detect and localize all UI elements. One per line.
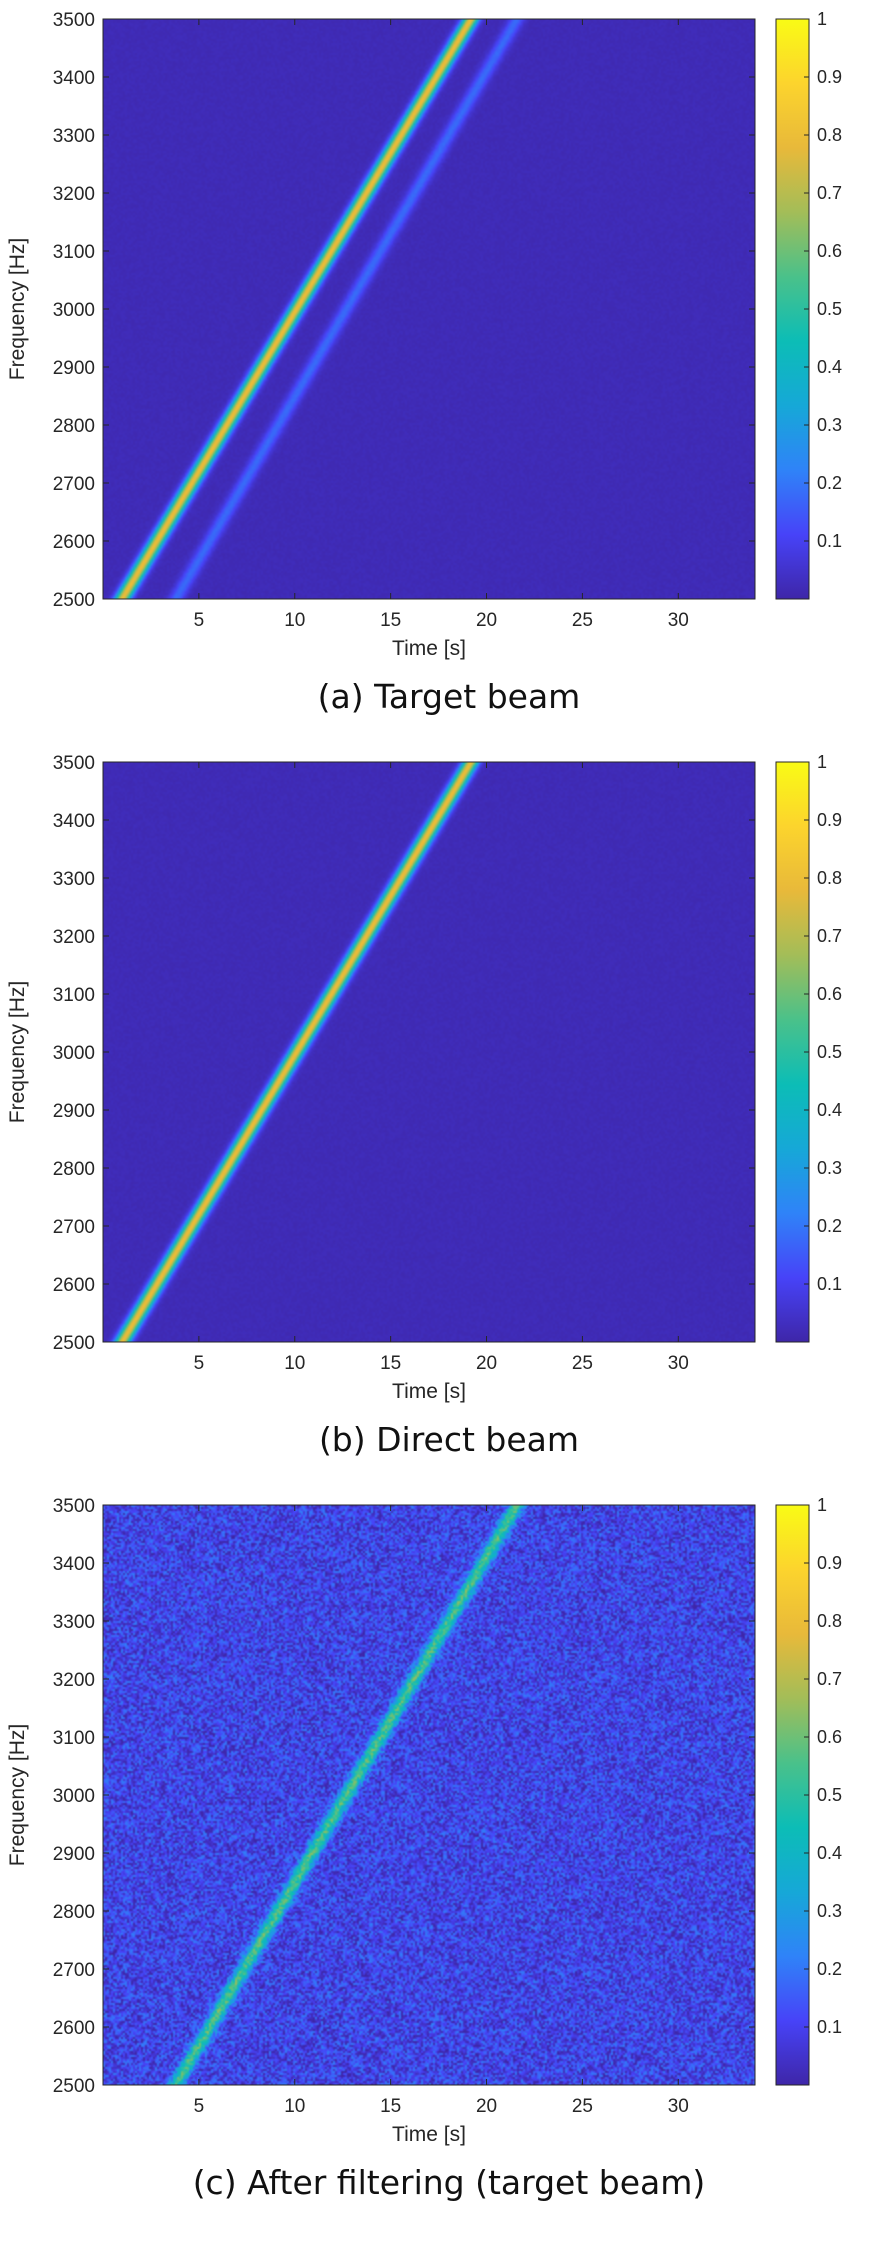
colorbar-tick-label: 0.5 [817, 1785, 842, 1805]
colorbar-tick-label: 0.3 [817, 1901, 842, 1921]
colorbar-tick-label: 0.6 [817, 241, 842, 261]
colorbar-tick-label: 0.1 [817, 1274, 842, 1294]
colorbar-tick-label: 0.7 [817, 1669, 842, 1689]
heatmap-image [103, 19, 755, 599]
colorbar-tick-label: 0.9 [817, 810, 842, 830]
panel-caption: (a) Target beam [318, 677, 581, 716]
x-tick-label: 10 [284, 2096, 305, 2117]
x-tick-label: 5 [194, 610, 205, 631]
x-tick-label: 5 [194, 2096, 205, 2117]
colorbar-tick-label: 1 [817, 752, 827, 772]
chart-panel-b: 5 10 15 20 25 30 2500 2600 2700 2800 2900 3000 3100 3… [6, 752, 842, 1459]
y-tick-label: 2700 [53, 474, 95, 495]
colorbar-tick-label: 1 [817, 9, 827, 29]
x-tick-label: 15 [380, 610, 401, 631]
y-tick-label: 3100 [53, 242, 95, 263]
x-tick-label: 25 [572, 610, 593, 631]
y-tick-label: 3500 [53, 10, 95, 31]
colorbar-tick-label: 0.4 [817, 357, 842, 377]
colorbar-tick-label: 0.2 [817, 1959, 842, 1979]
y-tick-label: 2800 [53, 1902, 95, 1923]
y-tick-label: 3200 [53, 927, 95, 948]
y-tick-label: 2500 [53, 2076, 95, 2097]
colorbar-tick-label: 0.1 [817, 2017, 842, 2037]
y-tick-label: 3300 [53, 869, 95, 890]
y-tick-label: 3200 [53, 1670, 95, 1691]
colorbar-tick-label: 0.9 [817, 1553, 842, 1573]
x-tick-label: 15 [380, 2096, 401, 2117]
y-tick-label: 2900 [53, 1101, 95, 1122]
y-tick-label: 3000 [53, 300, 95, 321]
y-tick-label: 3400 [53, 1554, 95, 1575]
colorbar-tick-label: 0.5 [817, 1042, 842, 1062]
x-tick-label: 10 [284, 610, 305, 631]
x-tick-label: 15 [380, 1353, 401, 1374]
colorbar-tick-label: 0.6 [817, 1727, 842, 1747]
y-axis-title: Frequency [Hz] [6, 1724, 29, 1866]
y-tick-label: 3100 [53, 1728, 95, 1749]
panel-caption: (c) After filtering (target beam) [193, 2163, 706, 2202]
x-tick-label: 20 [476, 2096, 497, 2117]
y-tick-label: 2700 [53, 1960, 95, 1981]
colorbar [775, 761, 810, 1343]
y-tick-label: 2900 [53, 1844, 95, 1865]
x-axis-title: Time [s] [392, 2123, 466, 2146]
x-tick-label: 20 [476, 610, 497, 631]
y-tick-label: 3300 [53, 1612, 95, 1633]
y-tick-label: 3300 [53, 126, 95, 147]
x-tick-label: 25 [572, 2096, 593, 2117]
colorbar-tick-label: 0.3 [817, 415, 842, 435]
colorbar-tick-label: 0.2 [817, 473, 842, 493]
chart-panel-c: 5 10 15 20 25 30 2500 2600 2700 2800 2900 3000 3100 3… [6, 1495, 842, 2202]
colorbar-tick-label: 0.5 [817, 299, 842, 319]
y-tick-label: 2600 [53, 532, 95, 553]
y-tick-label: 3500 [53, 1496, 95, 1517]
y-tick-label: 2800 [53, 416, 95, 437]
colorbar-tick-label: 0.9 [817, 67, 842, 87]
chart-panel-a: 5 10 15 20 25 30 2500 2600 2700 2800 2900 3000 3100 3… [6, 9, 842, 716]
y-tick-label: 3100 [53, 985, 95, 1006]
colorbar-tick-label: 0.2 [817, 1216, 842, 1236]
colorbar-tick-label: 0.8 [817, 868, 842, 888]
colorbar-tick-label: 0.7 [817, 183, 842, 203]
x-tick-label: 25 [572, 1353, 593, 1374]
y-tick-label: 3000 [53, 1786, 95, 1807]
colorbar-tick-label: 0.7 [817, 926, 842, 946]
colorbar-tick-label: 0.1 [817, 531, 842, 551]
x-axis-title: Time [s] [392, 637, 466, 660]
colorbar [775, 1504, 810, 2086]
x-tick-label: 30 [668, 610, 689, 631]
y-axis-title: Frequency [Hz] [6, 981, 29, 1123]
y-tick-label: 3400 [53, 68, 95, 89]
x-tick-label: 30 [668, 1353, 689, 1374]
y-axis-title: Frequency [Hz] [6, 238, 29, 380]
colorbar-tick-label: 0.8 [817, 1611, 842, 1631]
y-tick-label: 3000 [53, 1043, 95, 1064]
y-tick-label: 2600 [53, 1275, 95, 1296]
colorbar-tick-label: 0.4 [817, 1843, 842, 1863]
y-tick-label: 2600 [53, 2018, 95, 2039]
y-tick-label: 2800 [53, 1159, 95, 1180]
y-tick-label: 3400 [53, 811, 95, 832]
y-tick-label: 2700 [53, 1217, 95, 1238]
colorbar-tick-label: 0.6 [817, 984, 842, 1004]
x-tick-label: 20 [476, 1353, 497, 1374]
panel-caption: (b) Direct beam [319, 1420, 579, 1459]
y-tick-label: 2500 [53, 590, 95, 611]
colorbar-tick-label: 0.4 [817, 1100, 842, 1120]
colorbar-tick-label: 0.8 [817, 125, 842, 145]
x-tick-label: 5 [194, 1353, 205, 1374]
heatmap-image [103, 762, 755, 1342]
x-tick-label: 30 [668, 2096, 689, 2117]
y-tick-label: 2900 [53, 358, 95, 379]
x-axis-title: Time [s] [392, 1380, 466, 1403]
colorbar-tick-label: 0.3 [817, 1158, 842, 1178]
y-tick-label: 2500 [53, 1333, 95, 1354]
colorbar-tick-label: 1 [817, 1495, 827, 1515]
y-tick-label: 3500 [53, 753, 95, 774]
y-tick-label: 3200 [53, 184, 95, 205]
x-tick-label: 10 [284, 1353, 305, 1374]
heatmap-image [103, 1505, 755, 2085]
